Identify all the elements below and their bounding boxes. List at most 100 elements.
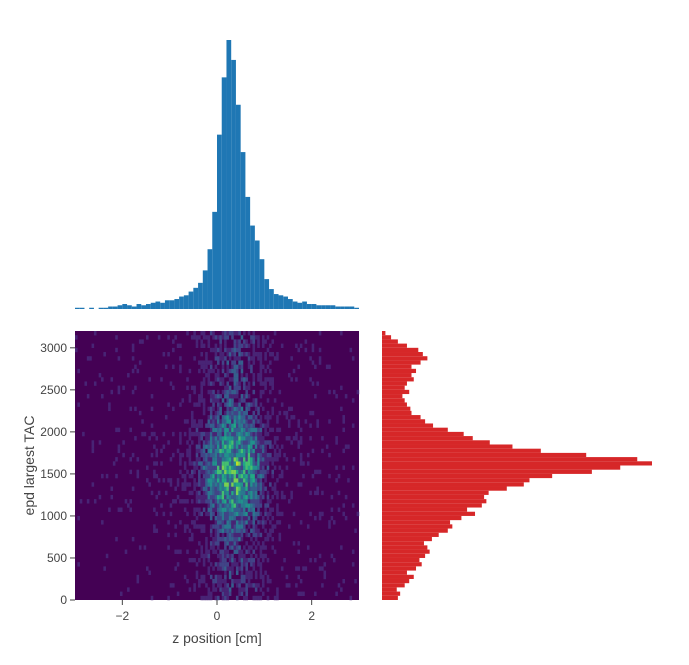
heatmap-cell [202,482,206,487]
heatmap-cell [238,486,241,491]
heatmap-cell [219,511,222,517]
heatmap-cell [238,406,241,412]
heatmap-cell [278,511,282,517]
heatmap-cell [240,587,244,592]
heatmap-cell [290,406,293,412]
heatmap-cell [226,520,230,525]
heatmap-cell [257,503,260,508]
heatmap-cell [325,444,329,449]
heatmap-cell [235,482,239,487]
heatmap-cell [254,440,258,445]
heatmap-cell [131,356,135,361]
heatmap-cell [245,490,248,496]
heatmap-cell [214,335,218,340]
heatmap-cell [304,566,308,571]
heatmap-cell [129,457,132,462]
heatmap-cell [172,406,175,412]
heatmap-cell [240,566,244,571]
heatmap-cell [188,536,192,542]
heatmap-cell [205,356,208,361]
heatmap-cell [269,381,272,386]
heatmap-cell [217,415,220,420]
heatmap-cell [259,574,263,580]
heatmap-cell [288,406,291,412]
heatmap-cell [288,373,291,378]
heatmap-cell [160,377,163,382]
heatmap-panel[interactable] [75,331,360,601]
heatmap-cell [224,507,227,512]
heatmap-cell [235,385,239,391]
heatmap-cell [205,465,208,470]
heatmap-cell [238,385,241,391]
heatmap-cell [240,528,244,533]
top-histogram-bar [193,287,199,309]
heatmap-cell [240,490,244,496]
heatmap-cell [214,352,218,357]
heatmap-cell [254,524,258,529]
heatmap-cell [226,385,230,391]
heatmap-cell [214,536,218,542]
heatmap-cell [254,536,258,542]
heatmap-cell [195,427,199,433]
heatmap-cell [259,549,263,554]
heatmap-cell [335,394,338,399]
heatmap-cell [235,461,239,466]
heatmap-cell [252,520,256,525]
heatmap-cell [200,394,203,399]
heatmap-cell [183,419,187,424]
heatmap-cell [119,507,123,512]
heatmap-cell [226,368,230,374]
heatmap-cell [247,520,251,525]
heatmap-cell [202,524,206,529]
heatmap-cell [247,557,251,563]
heatmap-cell [217,419,220,424]
heatmap-cell [243,465,246,470]
heatmap-cell [247,515,251,521]
heatmap-cell [162,444,166,449]
heatmap-cell [212,503,215,508]
heatmap-cell [115,335,118,340]
heatmap-cell [259,499,263,504]
heatmap-cell [314,515,317,521]
heatmap-cell [254,398,258,403]
heatmap-cell [209,591,213,596]
heatmap-cell [240,431,244,437]
heatmap-cell [219,406,222,412]
right-histogram-bar [382,499,487,504]
heatmap-cell [259,587,263,592]
heatmap-cell [280,343,284,349]
heatmap-cell [273,490,277,496]
heatmap-cell [252,465,256,470]
heatmap-cell [209,419,213,424]
heatmap-cell [288,419,291,424]
heatmap-cell [252,331,256,336]
heatmap-cell [271,473,274,479]
heatmap-cell [167,402,170,407]
heatmap-cell [302,591,305,596]
heatmap-cell [273,595,277,601]
heatmap-cell [124,499,128,504]
heatmap-cell [228,402,232,407]
heatmap-cell [231,583,234,588]
heatmap-cell [193,431,196,437]
heatmap-cell [245,402,248,407]
heatmap-cell [238,465,241,470]
heatmap-cell [224,465,227,470]
heatmap-cell [221,532,225,538]
heatmap-cell [316,419,319,424]
heatmap-cell [86,394,90,399]
heatmap-cell [356,511,360,517]
heatmap-cell [231,545,234,550]
heatmap-cell [134,436,137,441]
heatmap-cell [195,494,199,500]
heatmap-cell [148,570,151,575]
heatmap-cell [155,494,159,500]
heatmap-cell [257,343,260,349]
right-histogram-bar [382,490,489,495]
heatmap-cell [335,478,338,483]
heatmap-cell [207,553,211,559]
heatmap-cell [243,339,246,344]
heatmap-cell [285,415,289,420]
heatmap-cell [228,419,232,424]
y-tick-label: 3000 [40,341,67,355]
